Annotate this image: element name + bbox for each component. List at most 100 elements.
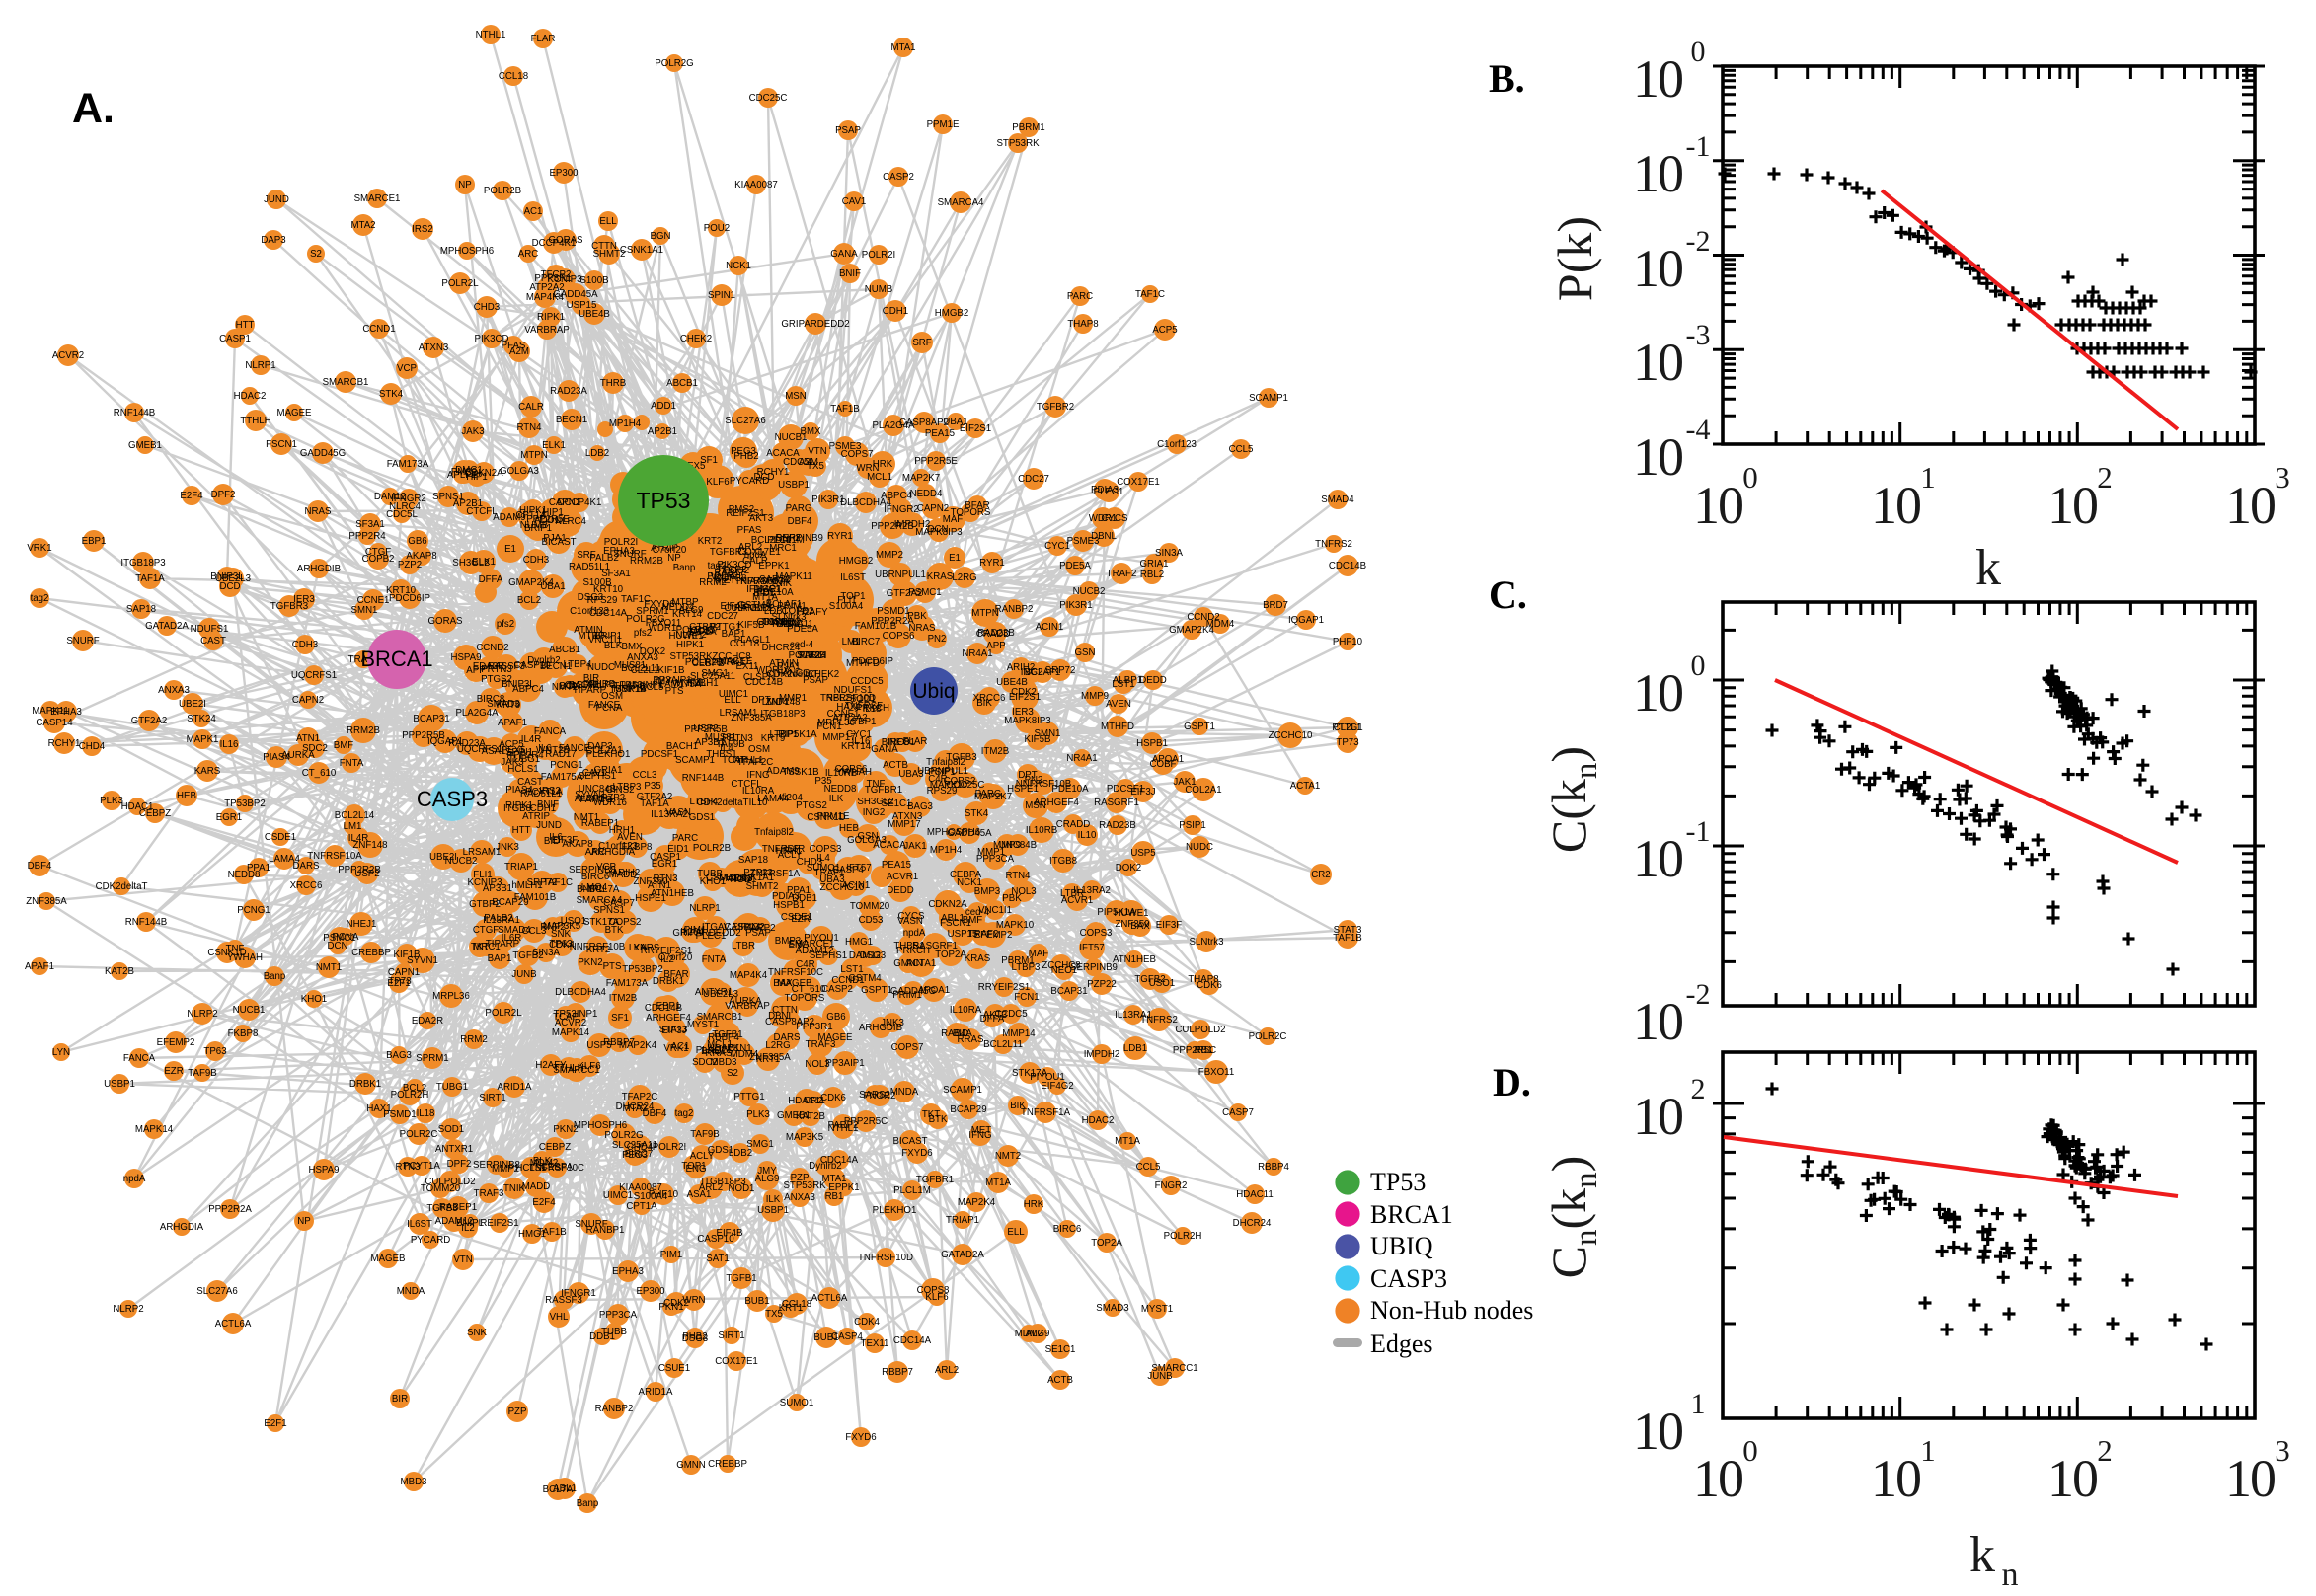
- svg-text:CSUE1: CSUE1: [658, 1363, 690, 1374]
- svg-text:EIF3J: EIF3J: [1130, 787, 1155, 798]
- svg-text:POU2: POU2: [704, 223, 730, 234]
- svg-text:RBL2: RBL2: [1140, 570, 1164, 580]
- svg-text:POLR2C: POLR2C: [1249, 1031, 1287, 1042]
- svg-text:PIK3CD: PIK3CD: [475, 334, 509, 344]
- svg-text:DBF4: DBF4: [643, 1108, 667, 1119]
- svg-text:TNFRSF10A: TNFRSF10A: [307, 851, 362, 862]
- svg-text:HMGB2: HMGB2: [839, 556, 873, 567]
- svg-text:CDK2: CDK2: [1011, 687, 1037, 698]
- svg-text:CRADD: CRADD: [976, 629, 1010, 640]
- svg-text:PEX5: PEX5: [502, 745, 526, 756]
- svg-text:LTBR: LTBR: [732, 941, 755, 951]
- svg-text:POLR2C: POLR2C: [400, 1129, 438, 1140]
- svg-text:TGFBR2: TGFBR2: [762, 617, 800, 628]
- svg-text:PSAP: PSAP: [745, 928, 771, 939]
- svg-text:LTBP4: LTBP4: [564, 659, 593, 670]
- svg-text:ARID1A: ARID1A: [639, 1387, 674, 1398]
- svg-text:KRT9: KRT9: [497, 700, 521, 711]
- svg-text:E1: E1: [504, 544, 516, 555]
- svg-text:DARS: DARS: [293, 861, 320, 872]
- svg-text:SERPINB9: SERPINB9: [1070, 962, 1118, 973]
- svg-text:DOK2: DOK2: [640, 646, 665, 657]
- svg-text:BMP3: BMP3: [974, 886, 1000, 897]
- svg-text:Banp: Banp: [577, 1498, 599, 1509]
- svg-text:STK17A: STK17A: [1012, 1068, 1048, 1079]
- svg-text:APAF1: APAF1: [25, 961, 54, 972]
- svg-text:10: 10: [2047, 1449, 2097, 1508]
- svg-text:NTHL1: NTHL1: [476, 30, 506, 40]
- svg-text:C.: C.: [1489, 572, 1527, 617]
- svg-text:HTT: HTT: [236, 320, 255, 331]
- svg-text:RRM2B: RRM2B: [347, 725, 380, 736]
- svg-text:KIF5B: KIF5B: [738, 620, 765, 631]
- svg-text:hMLH1: hMLH1: [511, 880, 542, 891]
- svg-text:UQCRFS1: UQCRFS1: [291, 670, 337, 681]
- svg-text:CDC25C: CDC25C: [749, 93, 788, 104]
- svg-text:GMAP2K4: GMAP2K4: [508, 577, 554, 588]
- svg-text:FANCA: FANCA: [534, 726, 567, 737]
- svg-text:IL4: IL4: [720, 743, 733, 754]
- svg-text:CEBPA: CEBPA: [950, 870, 982, 880]
- svg-text:AVEN: AVEN: [1106, 699, 1131, 710]
- svg-text:USP5: USP5: [1130, 848, 1155, 859]
- svg-text:FCN1: FCN1: [1014, 992, 1039, 1003]
- svg-text:CASP10: CASP10: [697, 1234, 734, 1245]
- svg-text:NNFRSF10B: NNFRSF10B: [1016, 779, 1072, 790]
- svg-text:KAT2B: KAT2B: [796, 1111, 825, 1122]
- svg-text:DSG3: DSG3: [682, 1333, 708, 1344]
- svg-text:FKBP8: FKBP8: [228, 1028, 259, 1039]
- svg-text:10: 10: [1633, 1402, 1682, 1461]
- svg-text:0: 0: [1742, 460, 1758, 494]
- svg-text:RRYEIF2S1: RRYEIF2S1: [978, 982, 1031, 993]
- svg-text:TEX11: TEX11: [861, 1338, 889, 1349]
- svg-text:TRIAP1: TRIAP1: [946, 1215, 979, 1226]
- svg-text:0: 0: [1691, 649, 1706, 682]
- svg-text:SYVN1: SYVN1: [407, 955, 438, 966]
- svg-text:EGR1: EGR1: [216, 812, 242, 823]
- svg-text:CDC27: CDC27: [1018, 474, 1049, 485]
- svg-text:EFEMP2: EFEMP2: [974, 930, 1013, 941]
- svg-text:RRAS: RRAS: [958, 1034, 984, 1045]
- svg-text:IL6ST: IL6ST: [407, 1219, 432, 1230]
- svg-text:LRSAM1: LRSAM1: [720, 708, 758, 719]
- svg-text:APOA1: APOA1: [918, 985, 950, 996]
- svg-text:CCND1: CCND1: [362, 324, 395, 335]
- svg-text:ACIN1: ACIN1: [842, 880, 871, 891]
- svg-text:STAT3: STAT3: [659, 1025, 688, 1035]
- svg-text:GRIA1: GRIA1: [1139, 559, 1168, 570]
- svg-text:DEDD: DEDD: [887, 885, 913, 896]
- svg-text:TOP1: TOP1: [681, 1161, 706, 1172]
- svg-text:ANTXR1: ANTXR1: [695, 987, 733, 998]
- svg-text:IFNG: IFNG: [746, 770, 769, 781]
- svg-text:HEB: HEB: [839, 823, 859, 834]
- svg-text:IL10RA: IL10RA: [950, 1005, 982, 1016]
- svg-text:ZNF385A: ZNF385A: [749, 1052, 791, 1063]
- svg-text:GSPT1: GSPT1: [1184, 722, 1215, 732]
- svg-text:FNTA: FNTA: [702, 954, 727, 965]
- svg-text:SIN3A: SIN3A: [1155, 548, 1184, 559]
- svg-text:SNURF: SNURF: [66, 636, 99, 646]
- svg-text:TP53INP1: TP53INP1: [554, 1009, 598, 1020]
- svg-text:MTA1: MTA1: [890, 42, 915, 53]
- svg-text:PPP2R5E: PPP2R5E: [914, 456, 958, 467]
- svg-text:VTN: VTN: [808, 446, 826, 457]
- svg-text:BMF: BMF: [334, 740, 354, 751]
- svg-text:MNDA: MNDA: [890, 1087, 919, 1098]
- svg-text:KARS: KARS: [194, 766, 221, 777]
- svg-text:pfs2: pfs2: [497, 619, 514, 630]
- svg-text:CDKN2A: CDKN2A: [928, 899, 967, 910]
- svg-text:S2: S2: [727, 1068, 738, 1079]
- svg-text:H2AFY: H2AFY: [535, 1060, 567, 1071]
- svg-text:P(k): P(k): [1547, 216, 1602, 301]
- svg-text:SMAD3: SMAD3: [1096, 1303, 1128, 1314]
- svg-text:DAM12: DAM12: [374, 492, 406, 502]
- svg-text:BGN: BGN: [651, 231, 671, 242]
- svg-text:VRK1: VRK1: [663, 1043, 688, 1054]
- svg-text:CDH3: CDH3: [292, 640, 318, 650]
- svg-text:KLF6: KLF6: [578, 1061, 600, 1072]
- svg-text:PARC: PARC: [1067, 291, 1093, 302]
- svg-text:POU2: POU2: [724, 566, 749, 576]
- svg-text:TAF1C: TAF1C: [621, 594, 651, 605]
- svg-text:SPRM1: SPRM1: [416, 1053, 448, 1064]
- svg-text:Edges: Edges: [1370, 1330, 1433, 1358]
